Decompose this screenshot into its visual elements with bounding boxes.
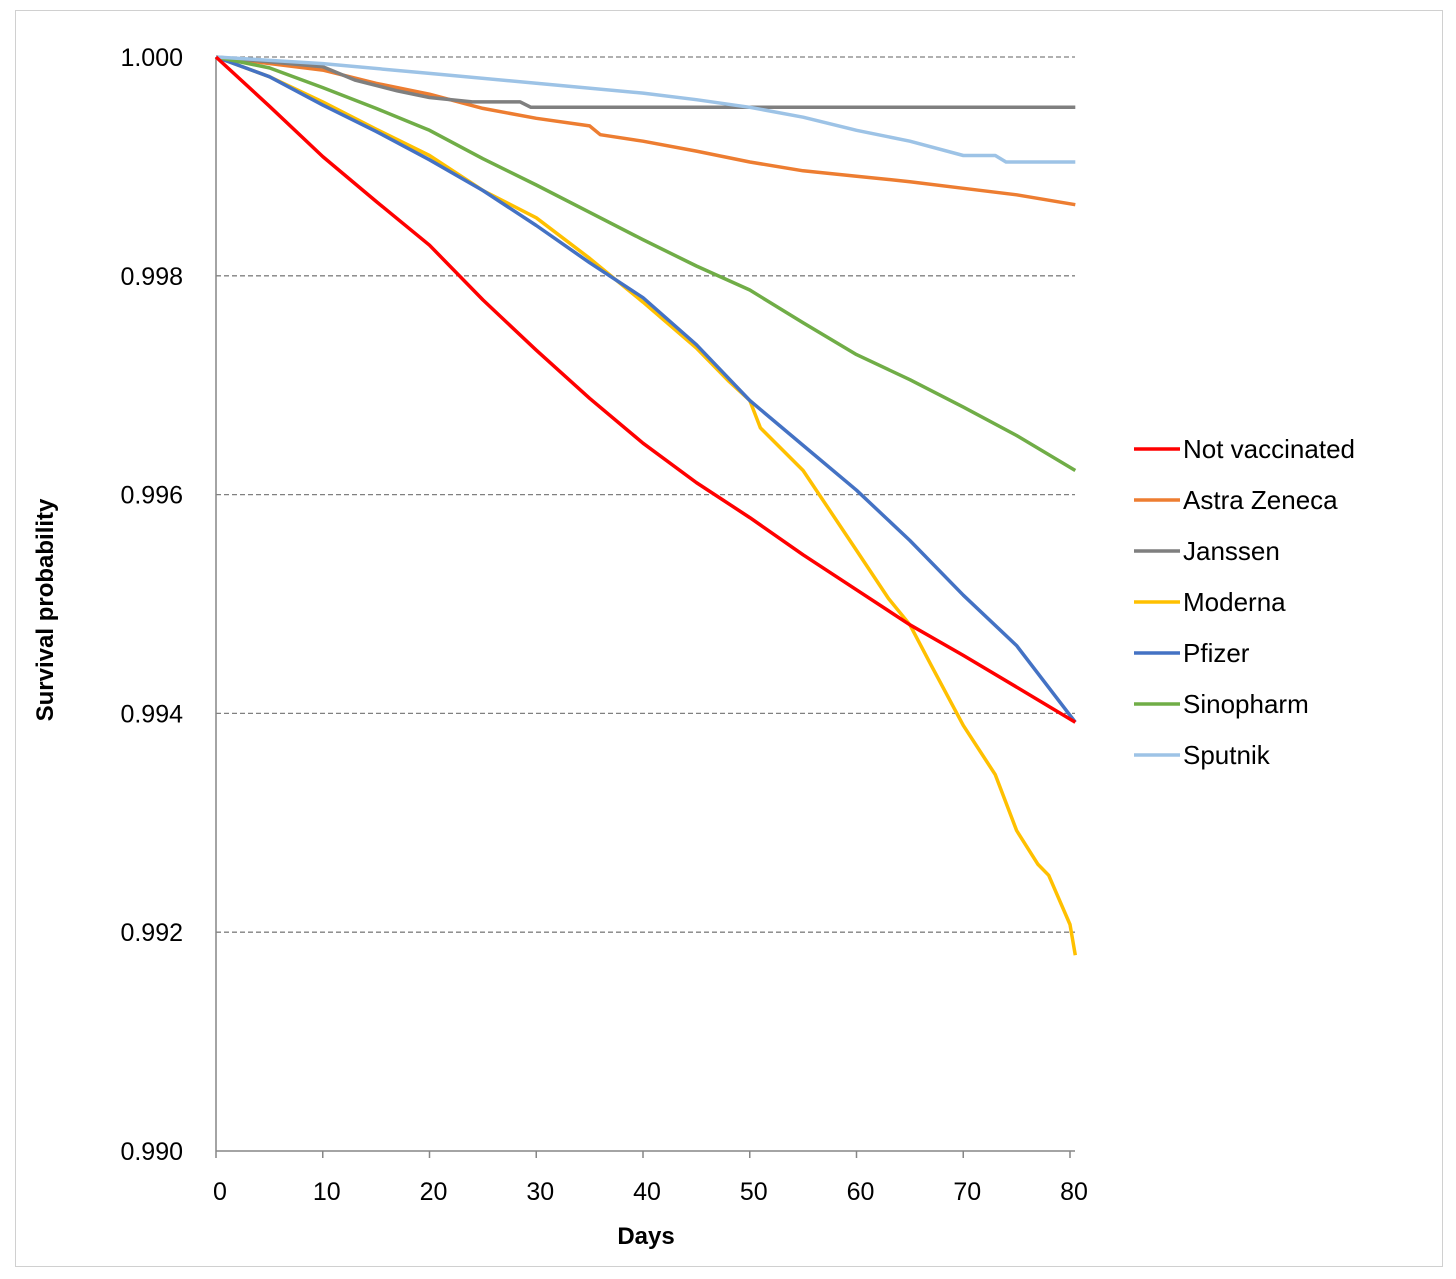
gridlines bbox=[216, 56, 1075, 933]
series-line-janssen bbox=[215, 55, 1076, 110]
series-line-sputnik bbox=[215, 55, 1076, 164]
legend-label: Sinopharm bbox=[1183, 689, 1309, 719]
legend: Not vaccinated Astra Zeneca Janssen Moderna… bbox=[1134, 434, 1355, 770]
x-tick-label: 30 bbox=[526, 1178, 554, 1206]
legend-label: Pfizer bbox=[1183, 638, 1250, 668]
series-line-pfizer bbox=[215, 55, 1077, 724]
axes bbox=[215, 57, 1075, 1158]
y-tick-label: 0.994 bbox=[120, 700, 183, 728]
series-lines bbox=[214, 55, 1078, 956]
x-tick-label: 20 bbox=[420, 1178, 448, 1206]
tick-labels: 0.990 0.992 0.994 0.996 0.998 1.000 0 10 20 30 40 5… bbox=[120, 44, 1087, 1206]
legend-label: Not vaccinated bbox=[1183, 434, 1355, 464]
chart-frame bbox=[15, 10, 1443, 1267]
x-tick-label: 60 bbox=[847, 1178, 875, 1206]
legend-label: Moderna bbox=[1183, 587, 1286, 617]
y-tick-label: 0.992 bbox=[120, 919, 183, 947]
legend-label: Sputnik bbox=[1183, 740, 1271, 770]
x-tick-label: 70 bbox=[953, 1178, 981, 1206]
y-tick-label: 0.996 bbox=[120, 482, 183, 510]
y-tick-label: 0.998 bbox=[120, 263, 183, 291]
y-tick-label: 0.990 bbox=[120, 1138, 183, 1166]
x-tick-label: 80 bbox=[1060, 1178, 1088, 1206]
x-tick-label: 50 bbox=[740, 1178, 768, 1206]
x-axis-label: Days bbox=[617, 1223, 674, 1250]
x-tick-label: 10 bbox=[313, 1178, 341, 1206]
series-line-moderna bbox=[215, 55, 1078, 956]
x-tick-label: 0 bbox=[213, 1178, 227, 1206]
series-line-not-vaccinated bbox=[214, 55, 1077, 724]
x-tick-label: 40 bbox=[633, 1178, 661, 1206]
legend-label: Astra Zeneca bbox=[1183, 485, 1338, 515]
legend-label: Janssen bbox=[1183, 536, 1280, 566]
series-line-sinopharm bbox=[215, 55, 1077, 473]
y-axis-label: Survival probability bbox=[32, 498, 59, 721]
series-line-astra-zeneca bbox=[215, 55, 1076, 207]
y-tick-label: 1.000 bbox=[120, 44, 183, 72]
